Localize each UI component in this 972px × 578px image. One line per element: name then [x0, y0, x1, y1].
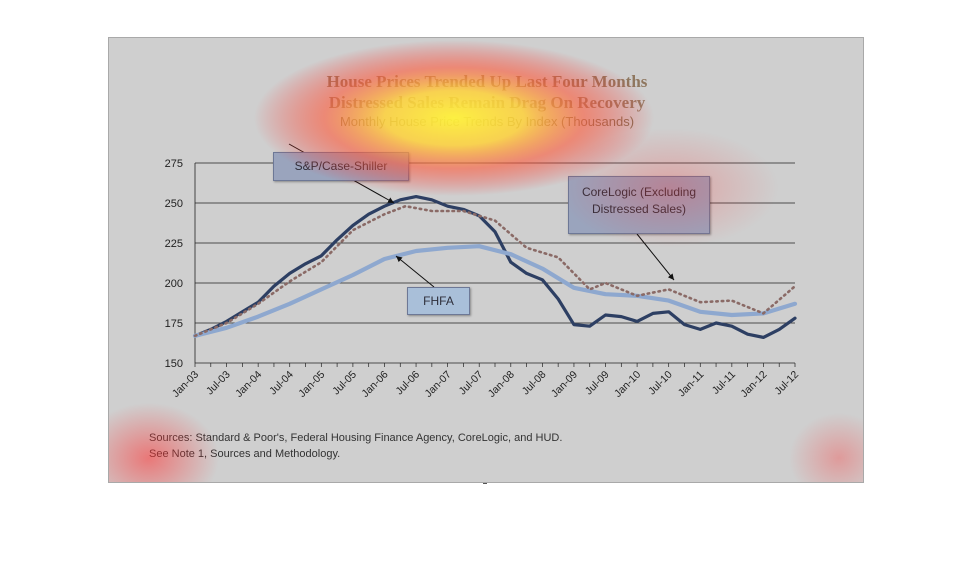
x-tick-label: Jul-11 [710, 369, 738, 397]
x-tick-label: Jul-03 [204, 369, 233, 398]
x-tick-label: Jul-12 [772, 369, 801, 398]
series-line-fhfa [192, 244, 798, 338]
arrow-core [636, 233, 675, 281]
y-tick-label: 200 [165, 278, 183, 290]
chart-frame: 150 175 200 225 250 275 Jan-03 Jul-03 Jan-04 Jul-… [108, 37, 864, 483]
series-line-sp-case-shiller [193, 195, 797, 339]
chart-subtitle: Monthly House Price Trends By Index (Tho… [339, 114, 635, 129]
callout-corelogic: CoreLogic (Excluding Distressed Sales) [568, 176, 710, 234]
x-tick-label: Jul-07 [457, 369, 486, 398]
x-tick-label: Jan-06 [359, 369, 390, 400]
callout-sp-case-shiller: S&P/Case-Shiller [273, 152, 409, 181]
y-tick-label: 175 [165, 318, 183, 330]
y-tick-label: 225 [165, 238, 183, 250]
chart-title-line-2: Distressed Sales Remain Drag On Recovery [328, 93, 646, 112]
chart-title-line-1: House Prices Trended Up Last Four Months [326, 72, 648, 91]
y-tick-label: 150 [165, 358, 183, 370]
callout-fhfa: FHFA [407, 287, 470, 315]
x-tick-label: Jul-04 [267, 369, 296, 398]
x-tick-label: Jan-05 [296, 369, 327, 400]
callout-corelogic-line-1: CoreLogic (Excluding [581, 185, 697, 199]
series-line-corelogic [193, 204, 797, 338]
arrow-fhfa [395, 255, 435, 288]
x-tick-label: Jul-09 [583, 369, 612, 398]
x-tick-label: Jan-03 [170, 369, 201, 400]
x-tick-label: Jul-10 [646, 369, 675, 398]
x-tick-label: Jul-06 [393, 369, 422, 398]
x-tick-label: Jul-05 [330, 369, 359, 398]
stray-mark [483, 483, 487, 484]
sources-line-2: See Note 1, Sources and Methodology. [149, 447, 341, 460]
x-tick-label: Jan-09 [549, 369, 580, 400]
callout-corelogic-line-2: Distressed Sales) [591, 202, 687, 216]
x-tick-label: Jan-11 [676, 369, 707, 400]
x-tick-label: Jan-04 [233, 369, 264, 400]
y-tick-label: 275 [165, 158, 183, 170]
x-tick-label: Jan-12 [738, 369, 769, 400]
sources-note: Sources: Standard & Poor's, Federal Hous… [149, 431, 562, 462]
y-tick-label: 250 [165, 198, 183, 210]
x-tick-label: Jul-08 [520, 369, 549, 398]
x-tick-label: Jan-10 [612, 369, 643, 400]
sources-line-1: Sources: Standard & Poor's, Federal Hous… [149, 432, 563, 444]
x-tick-label: Jan-07 [423, 369, 454, 400]
x-tick-label: Jan-08 [486, 369, 517, 400]
